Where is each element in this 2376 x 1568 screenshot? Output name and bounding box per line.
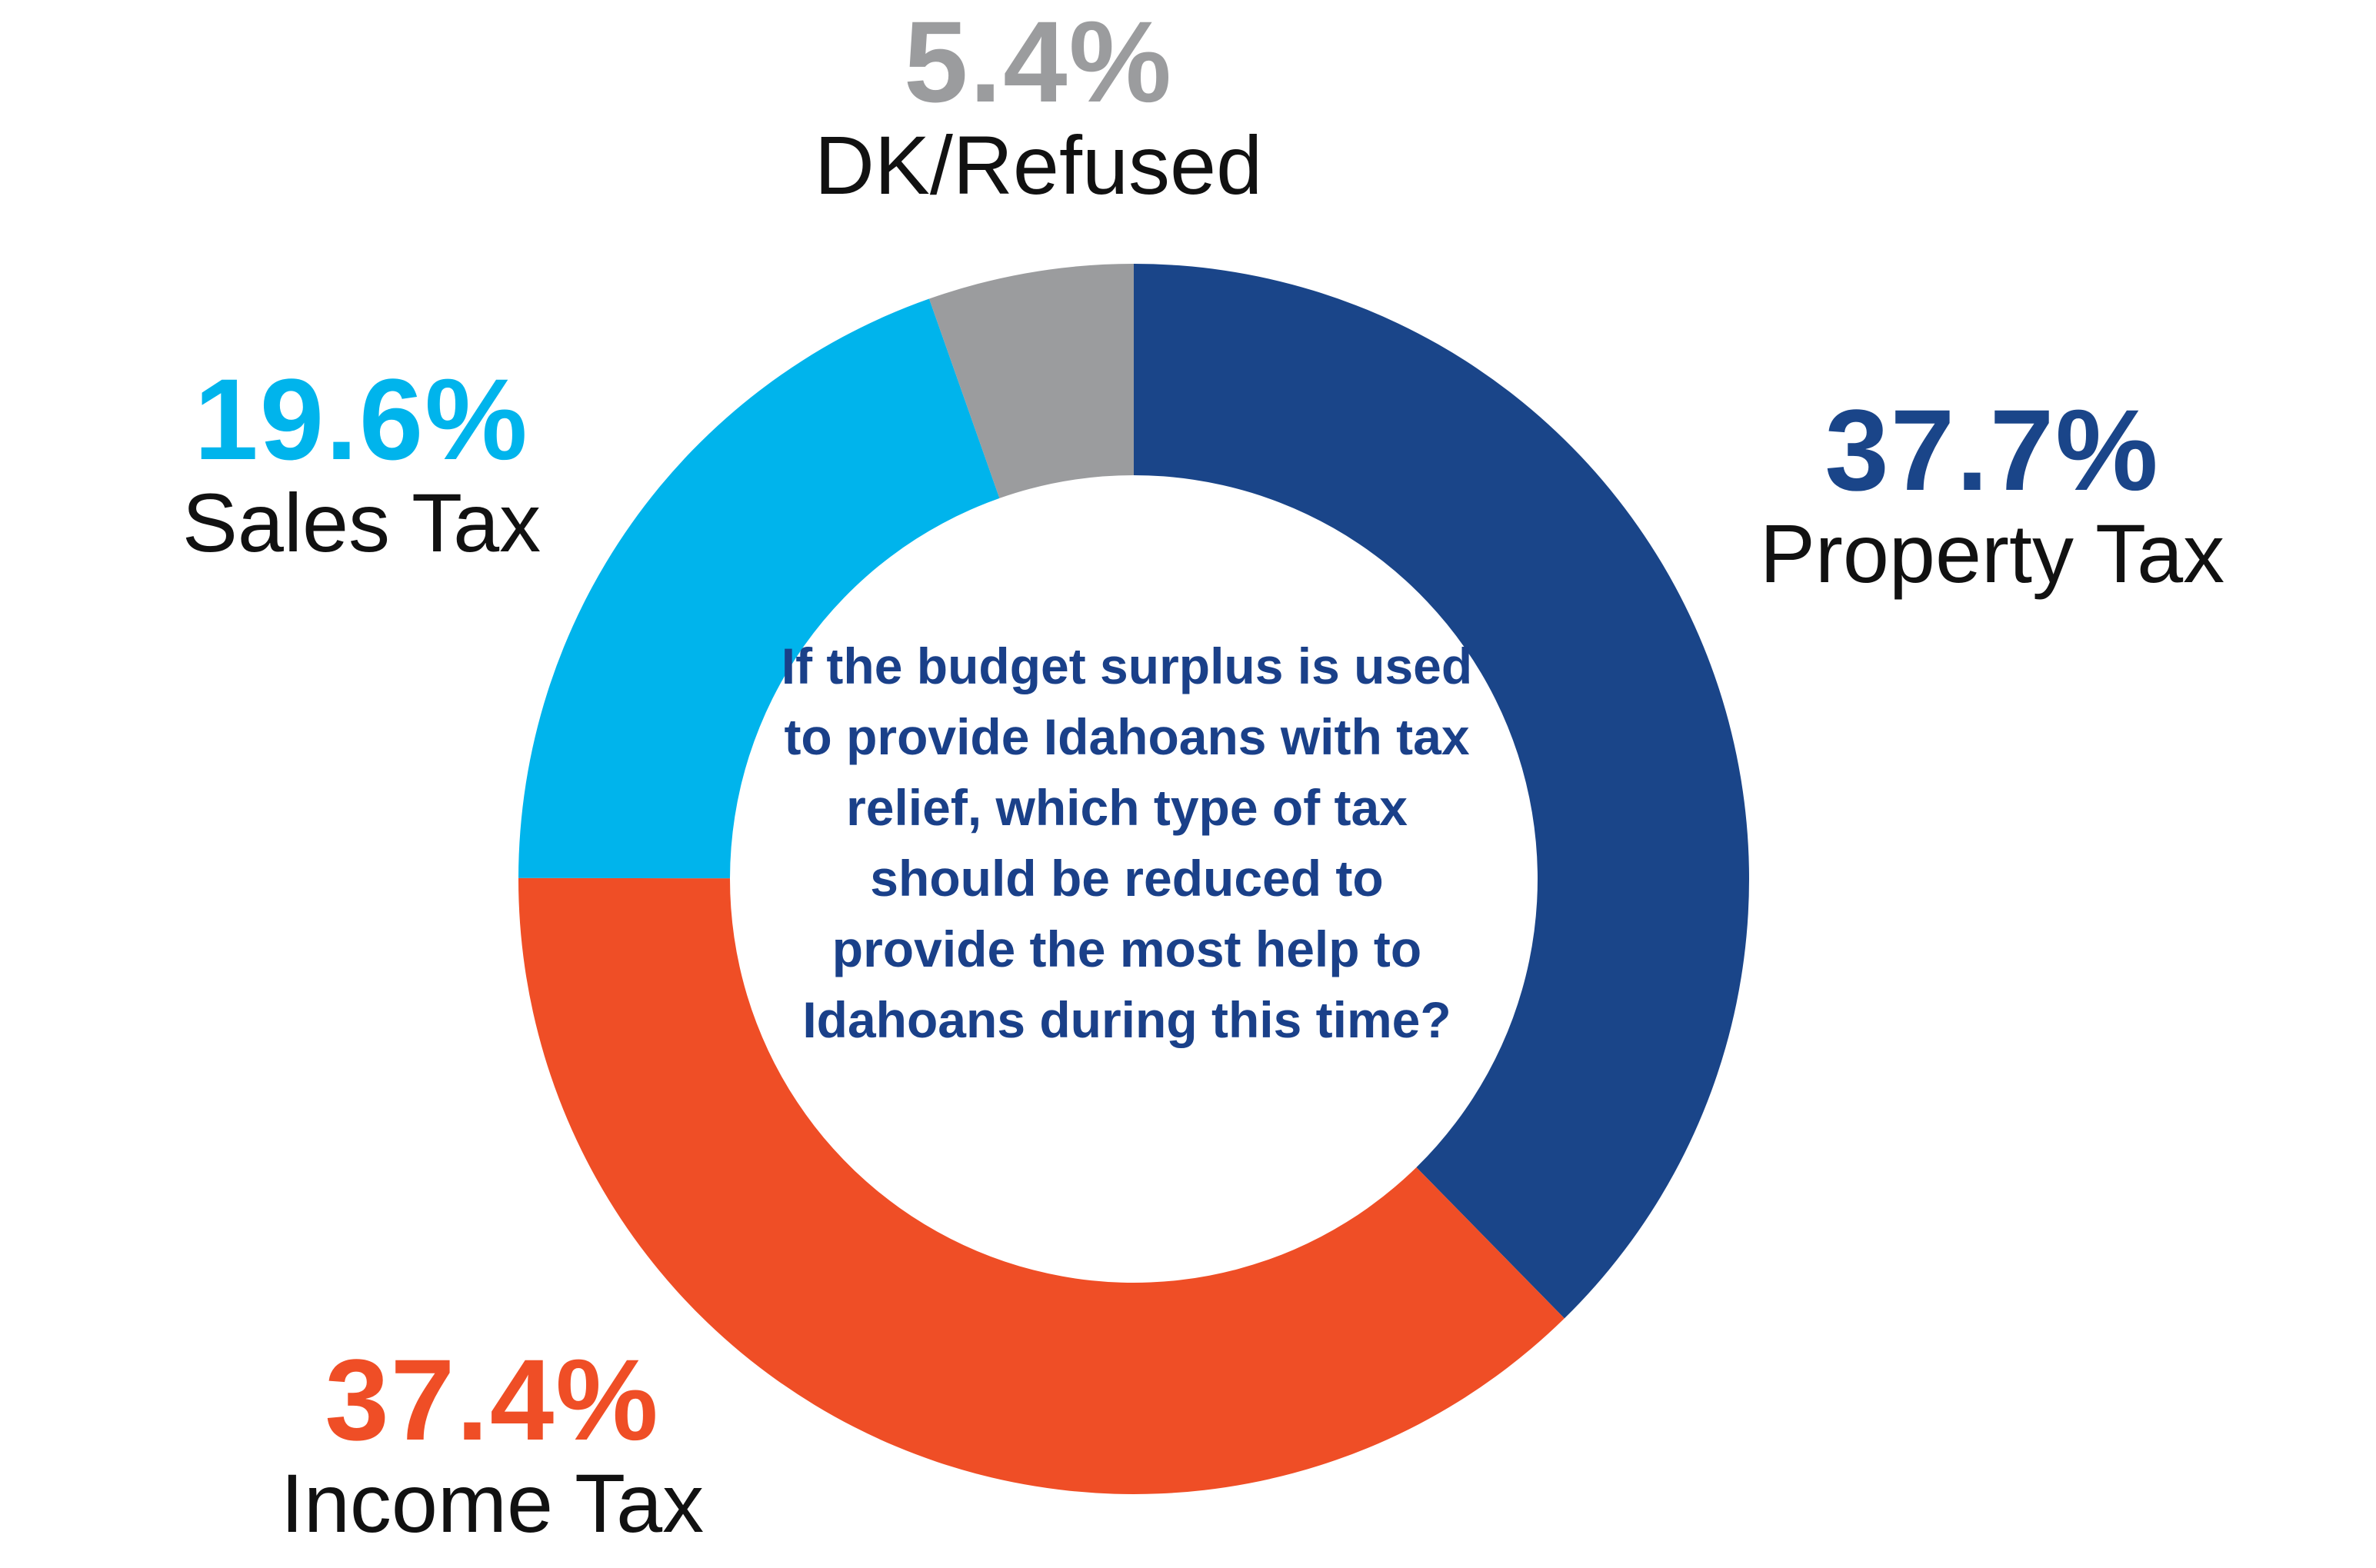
slice-value-label: 19.6% [194, 355, 529, 484]
slice-sales-tax [518, 298, 1000, 879]
slice-label-income-tax: 37.4% Income Tax [200, 1342, 785, 1550]
slice-name-label: DK/Refused [814, 118, 1263, 211]
center-question: If the budget surplus is used to provide… [781, 638, 1473, 1048]
slice-dk-refused [929, 264, 1134, 498]
slice-income-tax [518, 877, 1565, 1495]
slice-property-tax [1134, 264, 1749, 1319]
slice-value-label: 5.4% [904, 0, 1173, 126]
slice-value-label: 37.4% [325, 1335, 660, 1464]
slice-value-label: 37.7% [1824, 385, 2160, 514]
slice-label-property-tax: 37.7% Property Tax [1704, 392, 2281, 600]
slice-label-dk-refused: 5.4% DK/Refused [738, 4, 1338, 211]
slice-name-label: Sales Tax [182, 476, 542, 569]
slice-name-label: Income Tax [280, 1456, 705, 1550]
slice-name-label: Property Tax [1759, 507, 2225, 600]
slice-label-sales-tax: 19.6% Sales Tax [123, 361, 600, 569]
donut-slices [518, 264, 1749, 1495]
